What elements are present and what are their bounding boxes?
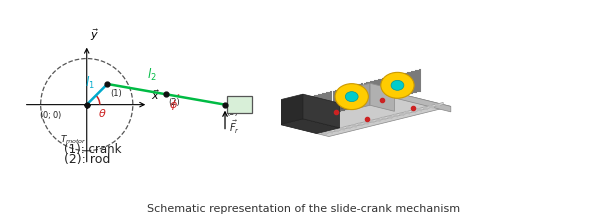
Polygon shape — [276, 91, 398, 123]
Polygon shape — [268, 91, 451, 136]
Polygon shape — [354, 83, 395, 93]
Circle shape — [381, 72, 414, 98]
Polygon shape — [268, 91, 390, 127]
Circle shape — [345, 92, 358, 102]
Circle shape — [335, 84, 368, 110]
Text: $l_1$: $l_1$ — [85, 75, 95, 91]
Text: $\vec{F_r}$: $\vec{F_r}$ — [229, 119, 240, 136]
Text: (2): (2) — [169, 98, 180, 107]
Polygon shape — [354, 83, 370, 109]
Polygon shape — [280, 119, 339, 133]
Polygon shape — [370, 83, 395, 111]
Polygon shape — [280, 94, 303, 124]
Text: $\vec{x}$: $\vec{x}$ — [151, 88, 160, 102]
Text: $(0;0)$: $(0;0)$ — [39, 109, 62, 121]
Polygon shape — [390, 91, 451, 112]
Circle shape — [391, 80, 404, 90]
Text: $l_2$: $l_2$ — [148, 66, 157, 83]
Text: $\vec{y}$: $\vec{y}$ — [90, 27, 99, 43]
Polygon shape — [303, 94, 339, 128]
Polygon shape — [321, 102, 443, 135]
Text: $\phi$: $\phi$ — [169, 98, 178, 112]
Text: $\theta$: $\theta$ — [98, 107, 106, 119]
Text: (2): rod: (2): rod — [64, 153, 110, 167]
Text: Slider: Slider — [226, 99, 253, 108]
Text: Schematic representation of the slide-crank mechanism: Schematic representation of the slide-cr… — [147, 204, 460, 214]
Text: (1): (1) — [110, 89, 122, 98]
FancyBboxPatch shape — [227, 96, 252, 113]
Text: (1): crank: (1): crank — [64, 143, 121, 156]
Text: $T_{motor}$: $T_{motor}$ — [59, 134, 86, 146]
Text: (3): (3) — [226, 109, 239, 118]
